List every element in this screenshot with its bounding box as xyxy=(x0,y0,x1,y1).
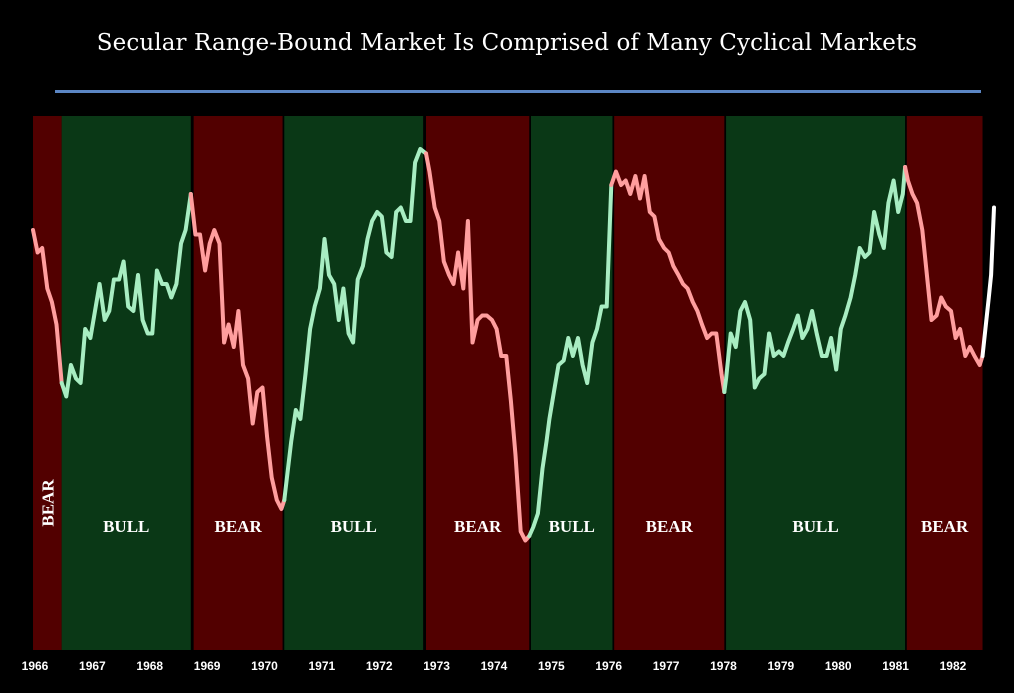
series-line-bear-8 xyxy=(903,165,985,367)
regime-region-bear-4 xyxy=(426,116,530,650)
series-line-bull-1 xyxy=(59,192,193,399)
regime-region-bear-8 xyxy=(906,116,983,650)
regime-label-bear-6: BEAR xyxy=(646,517,694,536)
x-tick-label-1966: 1966 xyxy=(22,659,49,673)
x-tick-label-1976: 1976 xyxy=(595,659,622,673)
regime-label-bull-3: BULL xyxy=(331,517,377,536)
x-tick-label-1973: 1973 xyxy=(423,659,450,673)
x-tick-label-1978: 1978 xyxy=(710,659,737,673)
x-axis-ticks: 1966 1967 1968 1969 1970 1971 1972 1973 1974 1975… xyxy=(22,659,967,673)
x-tick-label-1975: 1975 xyxy=(538,659,565,673)
regime-region-bull-5 xyxy=(530,116,613,650)
x-tick-label-1980: 1980 xyxy=(825,659,852,673)
x-tick-label-1974: 1974 xyxy=(481,659,508,673)
series-line-bear-6 xyxy=(609,169,727,394)
series-line-bull-3 xyxy=(282,147,428,502)
regime-label-bull-7: BULL xyxy=(792,517,838,536)
regime-region-bear-0 xyxy=(33,116,62,650)
series-line-bull-5 xyxy=(527,183,614,538)
x-tick-label-1971: 1971 xyxy=(309,659,336,673)
regime-labels: BEAR BULL BEAR BULL BEAR BULL BEAR BULL BEAR xyxy=(38,479,969,536)
price-lines xyxy=(31,147,996,543)
regime-label-bear-2: BEAR xyxy=(214,517,262,536)
regime-label-bull-5: BULL xyxy=(549,517,595,536)
series-line-bull-7 xyxy=(722,165,908,394)
regime-label-bear-0: BEAR xyxy=(38,479,57,527)
regime-label-bear-8: BEAR xyxy=(921,517,969,536)
regime-region-bear-2 xyxy=(193,116,283,650)
series-line-current-9 xyxy=(980,205,996,358)
x-tick-label-1968: 1968 xyxy=(136,659,163,673)
x-tick-label-1982: 1982 xyxy=(940,659,967,673)
x-tick-label-1970: 1970 xyxy=(251,659,278,673)
series-line-bear-4 xyxy=(424,151,532,543)
x-tick-label-1969: 1969 xyxy=(194,659,221,673)
regime-region-bear-6 xyxy=(614,116,725,650)
regime-label-bear-4: BEAR xyxy=(454,517,502,536)
chart-title: Secular Range-Bound Market Is Comprised … xyxy=(96,30,918,56)
regime-region-bull-3 xyxy=(284,116,424,650)
x-tick-label-1981: 1981 xyxy=(882,659,909,673)
regime-region-bull-1 xyxy=(61,116,191,650)
regime-regions xyxy=(33,116,983,650)
title-rule xyxy=(55,90,981,93)
series-line-bear-0 xyxy=(31,228,64,385)
regime-label-bull-1: BULL xyxy=(103,517,149,536)
x-tick-label-1977: 1977 xyxy=(653,659,680,673)
x-tick-label-1979: 1979 xyxy=(767,659,794,673)
x-tick-label-1972: 1972 xyxy=(366,659,393,673)
x-tick-label-1967: 1967 xyxy=(79,659,106,673)
series-line-bear-2 xyxy=(188,192,287,511)
